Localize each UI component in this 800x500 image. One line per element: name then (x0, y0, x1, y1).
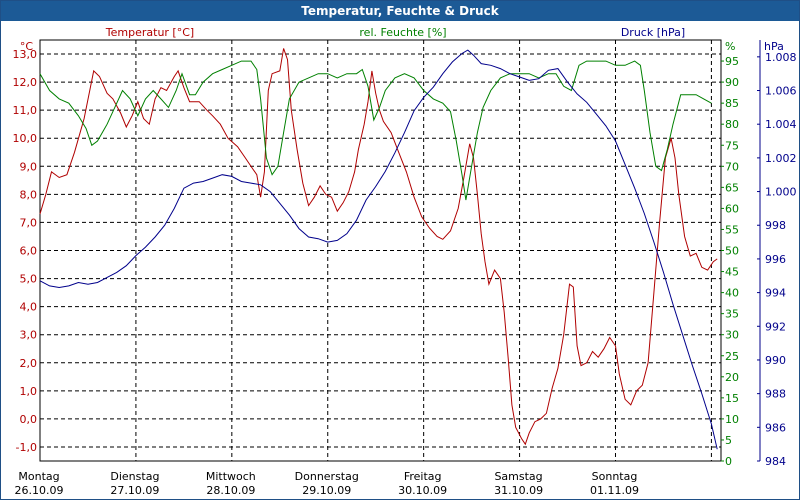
humidity-tick-label: 25 (725, 350, 739, 363)
humidity-tick-label: 0 (725, 455, 732, 468)
temp-axis-unit: °C (20, 40, 34, 53)
humidity-axis-unit: % (725, 40, 735, 53)
humidity-tick-label: 40 (725, 287, 739, 300)
pressure-tick-label: 1.002 (765, 152, 797, 165)
series-line-temp (39, 48, 718, 446)
pressure-tick-label: 998 (765, 219, 786, 232)
temp-tick-label: 6,0 (20, 245, 38, 258)
temp-tick-label: 13,0 (13, 48, 38, 61)
x-date-label: 31.10.09 (494, 484, 543, 497)
pressure-tick-label: 994 (765, 287, 786, 300)
grid (40, 40, 721, 461)
pressure-tick-label: 986 (765, 421, 786, 434)
x-date-label: 27.10.09 (110, 484, 159, 497)
humidity-tick-label: 30 (725, 329, 739, 342)
series-lines (39, 48, 718, 450)
x-date-label: 01.11.09 (590, 484, 639, 497)
x-date-label: 29.10.09 (302, 484, 351, 497)
humidity-tick-label: 5 (725, 434, 732, 447)
x-date-label: 30.10.09 (398, 484, 447, 497)
humidity-tick-label: 35 (725, 308, 739, 321)
temp-tick-label: 10,0 (13, 132, 38, 145)
pressure-tick-label: 996 (765, 253, 786, 266)
temp-tick-label: 4,0 (20, 301, 38, 314)
legend-pressure: Druck [hPa] (621, 26, 685, 39)
temp-tick-label: -1,0 (16, 441, 37, 454)
humidity-tick-label: 75 (725, 139, 739, 152)
series-line-pressure (39, 49, 718, 450)
x-day-label: Donnerstag (295, 470, 359, 483)
temp-tick-label: 5,0 (20, 273, 38, 286)
humidity-tick-label: 95 (725, 55, 739, 68)
humidity-tick-label: 15 (725, 392, 739, 405)
humidity-tick-label: 50 (725, 245, 739, 258)
pressure-tick-label: 1.000 (765, 186, 797, 199)
chart-title: Temperatur, Feuchte & Druck (1, 1, 799, 21)
x-date-label: 28.10.09 (206, 484, 255, 497)
legend-temperature: Temperatur [°C] (105, 26, 194, 39)
x-day-label: Sonntag (592, 470, 638, 483)
pressure-axis-unit: hPa (764, 40, 784, 53)
pressure-tick-label: 990 (765, 354, 786, 367)
legend-humidity: rel. Feuchte [%] (359, 26, 446, 39)
humidity-tick-label: 65 (725, 181, 739, 194)
pressure-tick-label: 992 (765, 320, 786, 333)
temp-tick-label: 1,0 (20, 385, 38, 398)
humidity-tick-label: 90 (725, 76, 739, 89)
temp-tick-label: 7,0 (20, 216, 38, 229)
temp-tick-label: 0,0 (20, 413, 38, 426)
humidity-tick-label: 80 (725, 118, 739, 131)
x-day-label: Freitag (404, 470, 442, 483)
temp-tick-label: 9,0 (20, 160, 38, 173)
temp-tick-label: 12,0 (13, 76, 38, 89)
pressure-tick-label: 1.004 (765, 118, 797, 131)
humidity-tick-label: 85 (725, 97, 739, 110)
series-line-humidity (39, 60, 712, 201)
x-day-label: Samstag (494, 470, 542, 483)
temp-tick-label: 8,0 (20, 188, 38, 201)
x-day-label: Mittwoch (206, 470, 256, 483)
temp-tick-label: 2,0 (20, 357, 38, 370)
temp-tick-label: 11,0 (13, 104, 38, 117)
humidity-tick-label: 55 (725, 223, 739, 236)
pressure-tick-label: 1.006 (765, 85, 797, 98)
humidity-tick-label: 45 (725, 266, 739, 279)
humidity-tick-label: 10 (725, 413, 739, 426)
humidity-tick-label: 70 (725, 160, 739, 173)
pressure-tick-label: 1.008 (765, 51, 797, 64)
axis-ticks: 13,0 12,0 11,0 10,0 9,0 8,0 7,0 6,0 5,0 4,0 3,0 2,0… (13, 40, 797, 468)
temp-tick-label: 3,0 (20, 329, 38, 342)
pressure-tick-label: 988 (765, 388, 786, 401)
humidity-tick-label: 60 (725, 202, 739, 215)
humidity-tick-label: 20 (725, 371, 739, 384)
pressure-tick-label: 984 (765, 455, 786, 468)
x-date-label: 26.10.09 (15, 484, 64, 497)
x-day-label: Montag (18, 470, 59, 483)
x-day-label: Dienstag (110, 470, 159, 483)
